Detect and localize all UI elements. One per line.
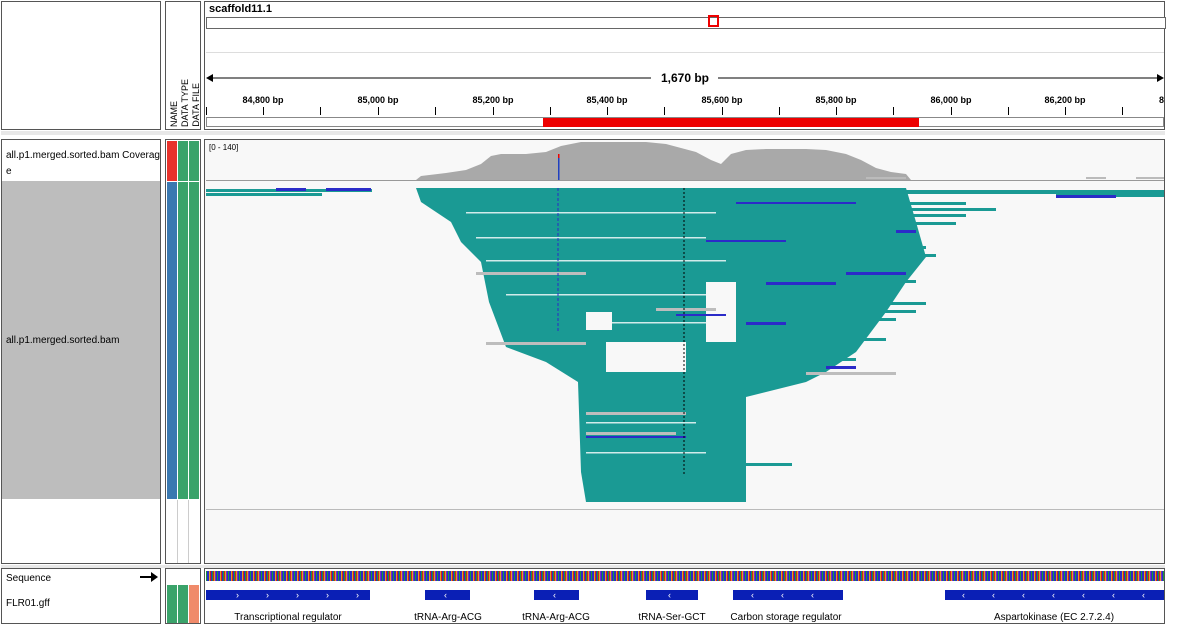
attr-cell[interactable]	[189, 182, 199, 499]
span-arrow	[206, 74, 1164, 82]
ruler-tick-label: 85,200 bp	[472, 95, 514, 105]
attr-cell[interactable]	[167, 585, 177, 623]
coverage-range-label: [0 - 140]	[209, 143, 239, 152]
feature-bar	[534, 590, 579, 600]
alignment-track[interactable]	[206, 182, 1164, 512]
ruler-tick-label: 86,200 bp	[1044, 95, 1086, 105]
svg-text:‹: ‹	[444, 590, 447, 600]
ruler-tick	[493, 107, 494, 115]
ruler-tick	[893, 107, 894, 115]
chromosome-ideogram[interactable]	[206, 17, 1166, 29]
gff-track[interactable]: › › › › › ‹ ‹ ‹ ‹ ‹ ‹ ‹ ‹ ‹ ‹ ‹ ‹ ‹	[206, 589, 1164, 601]
svg-text:‹: ‹	[1022, 590, 1025, 600]
svg-text:‹: ‹	[1082, 590, 1085, 600]
ruler-tick	[607, 107, 608, 115]
feature-label[interactable]: tRNA-Arg-ACG	[414, 612, 482, 623]
chromosome-name[interactable]: scaffold11.1	[209, 3, 272, 15]
ruler-tick	[722, 107, 723, 115]
feature-label[interactable]: Aspartokinase (EC 2.7.2.4)	[993, 612, 1115, 623]
ruler-tick	[263, 107, 264, 115]
ruler-tick	[550, 107, 551, 115]
svg-text:‹: ‹	[668, 590, 671, 600]
feature-label[interactable]: tRNA-Ser-GCT	[638, 612, 706, 623]
attr-cell[interactable]	[178, 182, 188, 499]
coverage-track[interactable]	[206, 140, 1164, 181]
svg-text:‹: ‹	[1142, 590, 1145, 600]
ruler-tick-label: 86,000 bp	[930, 95, 972, 105]
svg-text:›: ›	[296, 590, 299, 600]
feature-name-panel: Sequence FLR01.gff	[1, 568, 161, 624]
attr-cell[interactable]	[167, 182, 177, 499]
header-divider	[206, 52, 1164, 53]
ruler-tick-label: 85,000 bp	[357, 95, 399, 105]
feature-label[interactable]: tRNA-Arg-ACG	[522, 612, 590, 623]
attr-cell[interactable]	[189, 141, 199, 181]
ruler-tick	[206, 107, 207, 115]
ruler-tick	[779, 107, 780, 115]
ruler-tick	[664, 107, 665, 115]
svg-text:›: ›	[266, 590, 269, 600]
ruler-tick-label: 85,800 bp	[815, 95, 857, 105]
svg-text:‹: ‹	[1112, 590, 1115, 600]
region-of-interest[interactable]	[543, 118, 919, 127]
attr-cell[interactable]	[189, 585, 199, 623]
attr-divider	[188, 500, 189, 563]
svg-text:‹: ‹	[811, 590, 814, 600]
feature-label[interactable]: Carbon storage regulator	[730, 612, 842, 623]
attr-cell[interactable]	[178, 141, 188, 181]
ruler-tick	[378, 107, 379, 115]
svg-text:‹: ‹	[992, 590, 995, 600]
header-attribute-panel: NAME DATA TYPE DATA FILE	[165, 1, 201, 130]
strand-arrow-icon[interactable]	[140, 572, 158, 582]
span-label: 1,670 bp	[656, 71, 714, 85]
svg-text:‹: ‹	[751, 590, 754, 600]
attr-header-name[interactable]: NAME	[169, 100, 179, 127]
svg-text:›: ›	[326, 590, 329, 600]
ruler-tick	[951, 107, 952, 115]
header-name-panel	[1, 1, 161, 130]
feature-bar	[206, 590, 370, 600]
ruler-tick-label: 8	[1159, 95, 1165, 105]
alignment-track-name[interactable]: all.p1.merged.sorted.bam	[6, 335, 120, 346]
attr-divider	[177, 500, 178, 563]
svg-text:‹: ‹	[781, 590, 784, 600]
feature-label[interactable]: Transcriptional regulator	[234, 612, 342, 623]
attr-cell[interactable]	[167, 141, 177, 181]
gff-track-name[interactable]: FLR01.gff	[6, 598, 50, 609]
panel-separator	[1, 565, 1165, 568]
ruler-tick	[1008, 107, 1009, 115]
alignment-name-bg	[2, 181, 160, 499]
feature-bar	[425, 590, 470, 600]
data-attribute-panel	[165, 139, 201, 564]
svg-text:›: ›	[236, 590, 239, 600]
sequence-track[interactable]	[206, 571, 1164, 581]
ideogram-current-region[interactable]	[708, 15, 719, 27]
attr-header-datatype[interactable]: DATA TYPE	[180, 78, 190, 127]
data-name-panel: all.p1.merged.sorted.bam Coverage all.p1…	[1, 139, 161, 564]
svg-text:‹: ‹	[962, 590, 965, 600]
attr-header-datafile[interactable]: DATA FILE	[191, 83, 201, 127]
ruler-tick	[1122, 107, 1123, 115]
svg-text:‹: ‹	[1052, 590, 1055, 600]
ruler-tick-label: 85,600 bp	[701, 95, 743, 105]
ruler-tick-label: 85,400 bp	[586, 95, 628, 105]
feature-bar	[733, 590, 843, 600]
ruler-tick	[836, 107, 837, 115]
ruler-tick	[435, 107, 436, 115]
panel-separator	[1, 131, 1165, 135]
feature-attribute-panel	[165, 568, 201, 624]
attr-cell[interactable]	[178, 585, 188, 623]
ruler-tick	[1065, 107, 1066, 115]
ruler-tick	[320, 107, 321, 115]
sequence-track-name[interactable]: Sequence	[6, 573, 52, 584]
coverage-track-name[interactable]: all.p1.merged.sorted.bam Coverage	[6, 150, 160, 177]
svg-text:‹: ‹	[553, 590, 556, 600]
svg-text:›: ›	[356, 590, 359, 600]
feature-bar	[945, 590, 1164, 600]
ruler-tick-label: 84,800 bp	[242, 95, 284, 105]
feature-bar	[646, 590, 698, 600]
